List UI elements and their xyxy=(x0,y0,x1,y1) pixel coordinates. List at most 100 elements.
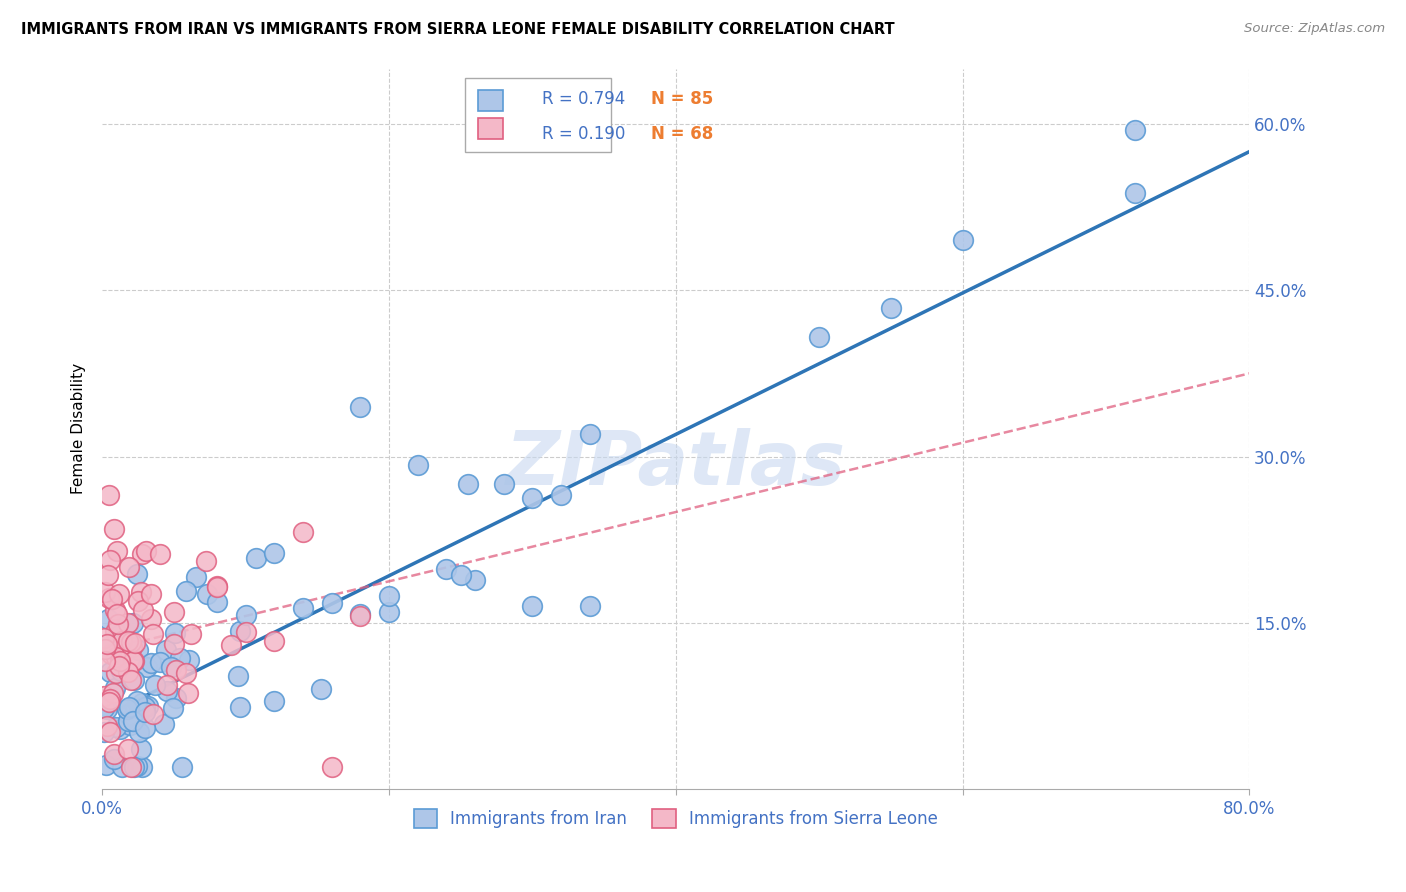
Point xyxy=(952,233,974,247)
Point xyxy=(103,752,125,766)
Point xyxy=(522,599,544,614)
Point xyxy=(139,656,162,670)
Point xyxy=(94,584,117,599)
Point xyxy=(104,720,127,734)
Point xyxy=(169,651,191,665)
Point xyxy=(132,603,155,617)
Point xyxy=(156,683,179,698)
Point xyxy=(434,562,457,576)
Y-axis label: Female Disability: Female Disability xyxy=(72,363,86,494)
Point xyxy=(98,553,121,567)
Point xyxy=(105,650,128,665)
Point xyxy=(165,690,187,705)
Point xyxy=(291,524,314,539)
Point xyxy=(118,560,141,574)
Point xyxy=(117,634,139,648)
Point xyxy=(115,702,138,716)
Point xyxy=(578,599,600,614)
Point xyxy=(105,607,128,621)
Point xyxy=(195,587,218,601)
Point xyxy=(135,543,157,558)
Point xyxy=(139,587,162,601)
Point xyxy=(93,700,115,714)
Point xyxy=(98,724,121,739)
Point xyxy=(464,574,486,588)
Point xyxy=(522,491,544,505)
Point xyxy=(96,637,118,651)
Point xyxy=(104,666,127,681)
Point xyxy=(170,760,193,774)
Point xyxy=(94,642,117,657)
Point xyxy=(235,608,257,623)
Point xyxy=(378,605,401,619)
Point xyxy=(118,700,141,714)
Point xyxy=(155,642,177,657)
Point xyxy=(378,589,401,603)
Point xyxy=(309,681,332,696)
Point xyxy=(118,707,141,722)
Point xyxy=(101,592,124,607)
Point xyxy=(235,625,257,640)
Point xyxy=(131,760,153,774)
Point xyxy=(111,634,134,648)
Point xyxy=(97,591,120,605)
Point xyxy=(107,616,129,631)
Point xyxy=(291,601,314,615)
Point xyxy=(128,724,150,739)
Point xyxy=(163,636,186,650)
Point xyxy=(122,654,145,668)
Point xyxy=(229,624,252,638)
Point xyxy=(100,647,122,661)
Point xyxy=(124,636,146,650)
Point xyxy=(321,596,343,610)
Point xyxy=(174,666,197,681)
Point xyxy=(94,757,117,772)
Point xyxy=(142,706,165,721)
Point xyxy=(142,627,165,641)
Point xyxy=(93,631,115,645)
Point xyxy=(104,681,127,695)
Point xyxy=(1123,122,1146,136)
Point xyxy=(177,686,200,700)
Point xyxy=(165,626,187,640)
Point xyxy=(550,488,572,502)
Point xyxy=(121,654,143,668)
Point xyxy=(205,581,228,595)
Point xyxy=(117,665,139,679)
Text: N = 85: N = 85 xyxy=(651,90,713,108)
Point xyxy=(120,673,142,688)
Point xyxy=(103,747,125,761)
Point xyxy=(121,640,143,654)
Point xyxy=(108,659,131,673)
Point xyxy=(96,702,118,716)
Point xyxy=(180,626,202,640)
Point xyxy=(1123,186,1146,200)
Point xyxy=(263,694,285,708)
Point xyxy=(131,585,153,599)
Point xyxy=(105,544,128,558)
Text: R = 0.190: R = 0.190 xyxy=(541,125,626,143)
Point xyxy=(105,619,128,633)
Point xyxy=(184,570,207,584)
Point xyxy=(117,714,139,728)
Point xyxy=(149,655,172,669)
Point xyxy=(880,301,903,316)
Point xyxy=(406,458,429,472)
Point xyxy=(205,579,228,593)
Point xyxy=(156,678,179,692)
Point xyxy=(321,760,343,774)
Point xyxy=(117,616,139,631)
Point xyxy=(349,607,371,621)
Point xyxy=(134,705,156,719)
Point xyxy=(108,654,131,668)
Point xyxy=(125,758,148,772)
Point xyxy=(136,699,159,714)
Point xyxy=(100,665,122,680)
Text: ZIPatlas: ZIPatlas xyxy=(506,428,846,501)
Point xyxy=(177,653,200,667)
Point xyxy=(263,546,285,560)
Point xyxy=(219,639,242,653)
Point xyxy=(578,426,600,441)
Point xyxy=(120,760,142,774)
Point xyxy=(165,663,187,677)
